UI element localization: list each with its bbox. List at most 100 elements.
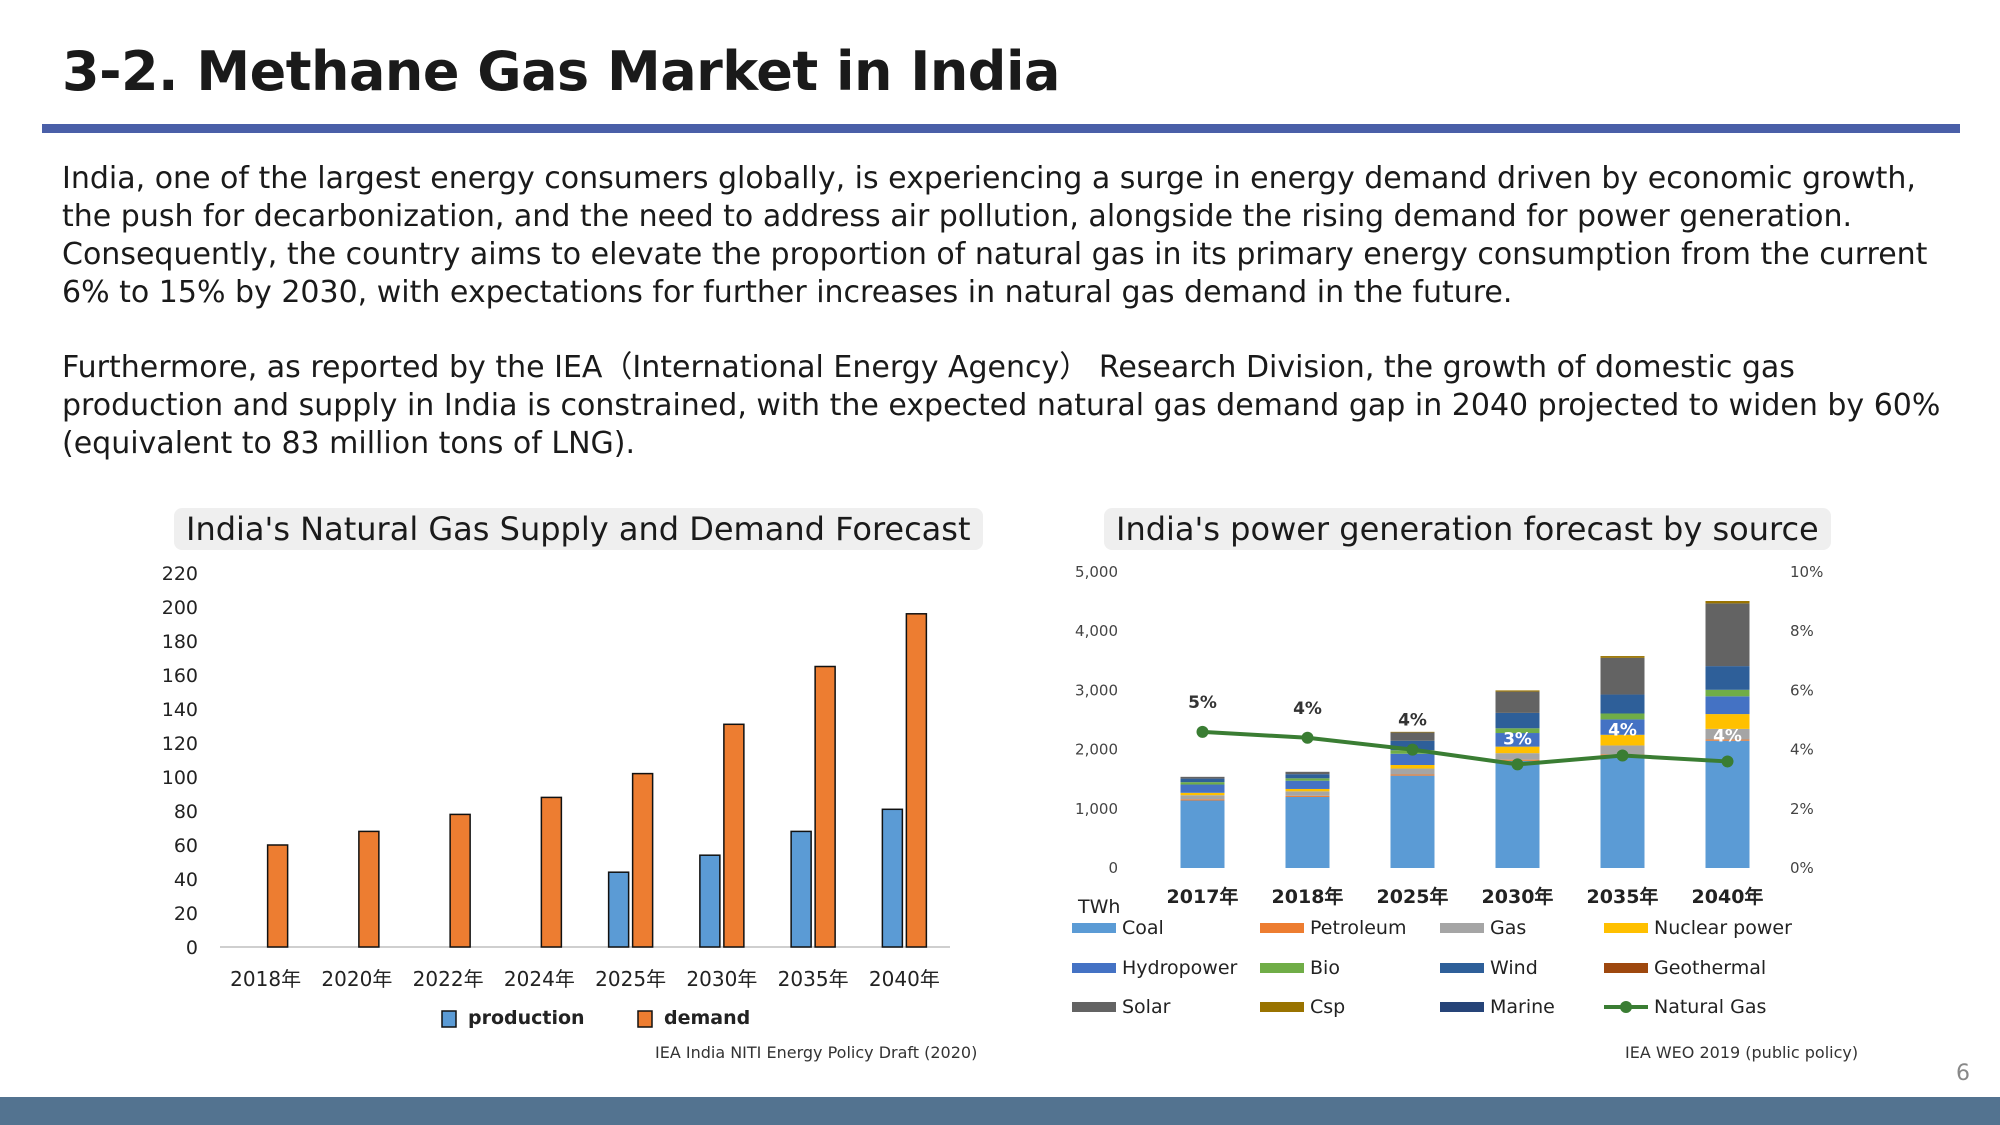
y-right-tick-label: 4% (1790, 741, 1814, 759)
x-tick-label: 2018年 (230, 967, 301, 991)
stack-segment-hydropower (1705, 696, 1750, 715)
paragraph-1: India, one of the largest energy consume… (62, 161, 1928, 310)
power-generation-chart: 5,000 4,000 3,000 2,000 1,000 0 10% 8% 6% 4% 2% 0% 2… (1072, 563, 1823, 1018)
stack-segment-solar (1600, 657, 1645, 695)
stack-segment-solar (1705, 603, 1750, 667)
y-left-tick-label: 0 (1108, 859, 1118, 877)
bar-demand (905, 613, 928, 948)
y-right-tick-label: 10% (1790, 563, 1823, 581)
legend-swatch-geothermal (1604, 963, 1648, 973)
legend-label-gas: Gas (1490, 917, 1526, 939)
bar-demand (449, 813, 471, 948)
legend-label-marine: Marine (1490, 996, 1555, 1018)
chart1-source: IEA India NITI Energy Policy Draft (2020… (655, 1043, 978, 1062)
natural-gas-label: 5% (1188, 693, 1217, 713)
stack-segment-csp (1495, 690, 1540, 692)
y-tick-label: 80 (174, 801, 198, 823)
stack-segment-hydropower (1285, 780, 1330, 789)
stack-segment-wind (1495, 712, 1540, 729)
stack-segment-wind (1705, 666, 1750, 690)
x-tick-label: 2017年 (1167, 885, 1239, 908)
legend-swatch-production (441, 1010, 457, 1028)
legend-label-geothermal: Geothermal (1654, 957, 1766, 979)
bar-production (790, 830, 812, 948)
paragraph-2: Furthermore, as reported by the IEA（Inte… (62, 350, 1941, 461)
stack-segment-coal (1285, 796, 1330, 868)
legend-swatch-solar (1072, 1002, 1116, 1012)
natural-gas-label: 4% (1398, 711, 1427, 731)
stack-segment-solar (1180, 776, 1225, 779)
x-tick-label: 2024年 (504, 967, 575, 991)
legend-swatch-hydropower (1072, 963, 1116, 973)
stack-segment-solar (1285, 771, 1330, 775)
footer-bar (0, 1097, 2000, 1125)
natural-gas-line (1202, 729, 1728, 767)
stack-segment-csp (1705, 601, 1750, 604)
natural-gas-point (1616, 749, 1629, 762)
stack-segment-nuclear-power (1285, 788, 1330, 792)
stack-segment-coal (1495, 760, 1540, 868)
stack-segment-petroleum (1705, 739, 1750, 741)
y-left-tick-label: 5,000 (1075, 563, 1118, 581)
stack-segment-solar (1495, 691, 1540, 713)
stack-segment-hydropower (1600, 719, 1645, 735)
stack-segment-solar (1390, 732, 1435, 741)
stack-segment-coal (1180, 800, 1225, 868)
legend-label-wind: Wind (1490, 957, 1538, 979)
bar-production (607, 871, 630, 948)
title-rule (42, 124, 1960, 133)
y-tick-label: 180 (162, 631, 198, 653)
bar-demand (814, 665, 836, 948)
legend-swatch-gas (1440, 923, 1484, 933)
natural-gas-label: 4% (1293, 699, 1322, 719)
legend-swatch-coal (1072, 923, 1116, 933)
y-tick-label: 0 (186, 937, 198, 959)
x-tick-label: 2030年 (1482, 885, 1554, 908)
legend-label-natural-gas: Natural Gas (1654, 996, 1766, 1018)
legend-label-csp: Csp (1310, 996, 1345, 1018)
natural-gas-point (1406, 743, 1419, 756)
y-tick-label: 40 (174, 869, 198, 891)
y-left-tick-label: 2,000 (1075, 741, 1118, 759)
natural-gas-point (1721, 755, 1734, 768)
stack-segment-nuclear-power (1705, 714, 1750, 729)
chart1-title: India's Natural Gas Supply and Demand Fo… (174, 508, 983, 550)
natural-gas-label: 3% (1503, 729, 1532, 749)
stack-segment-hydropower (1390, 753, 1435, 765)
y-left-tick-label: 1,000 (1075, 800, 1118, 818)
y-right-tick-label: 8% (1790, 622, 1814, 640)
legend-swatch-csp (1260, 1002, 1304, 1012)
bar-production (881, 808, 904, 948)
x-tick-label: 2040年 (869, 967, 940, 991)
bar-demand (358, 830, 380, 948)
x-tick-label: 2020年 (321, 967, 392, 991)
y-tick-label: 140 (162, 699, 198, 721)
stack-segment-wind (1285, 774, 1330, 779)
page-number: 6 (1956, 1061, 1970, 1086)
stack-segment-csp (1390, 731, 1435, 733)
stack-segment-gas (1390, 768, 1435, 775)
stack-segment-gas (1285, 791, 1330, 796)
y-tick-label: 100 (162, 767, 198, 789)
stack-segment-nuclear-power (1600, 734, 1645, 746)
chart2-source: IEA WEO 2019 (public policy) (1625, 1043, 1859, 1062)
natural-gas-point (1301, 731, 1314, 744)
stack-segment-gas (1495, 753, 1540, 760)
x-tick-label: 2018年 (1272, 885, 1344, 908)
legend-label-petroleum: Petroleum (1310, 917, 1406, 939)
unit-label: TWh (1077, 896, 1120, 918)
bar-production (699, 854, 721, 948)
y-tick-label: 60 (174, 835, 198, 857)
bar-demand (540, 796, 563, 948)
stack-segment-coal (1390, 775, 1435, 868)
stack-segment-bio (1180, 782, 1225, 785)
x-tick-label: 2030年 (686, 967, 757, 991)
stack-segment-gas (1180, 795, 1225, 800)
stack-segment-hydropower (1495, 733, 1540, 747)
body-text: India, one of the largest energy consume… (62, 160, 1962, 500)
y-right-tick-label: 0% (1790, 859, 1814, 877)
legend-label-coal: Coal (1122, 917, 1164, 939)
stack-segment-coal (1600, 755, 1645, 868)
stack-segment-petroleum (1285, 795, 1330, 797)
